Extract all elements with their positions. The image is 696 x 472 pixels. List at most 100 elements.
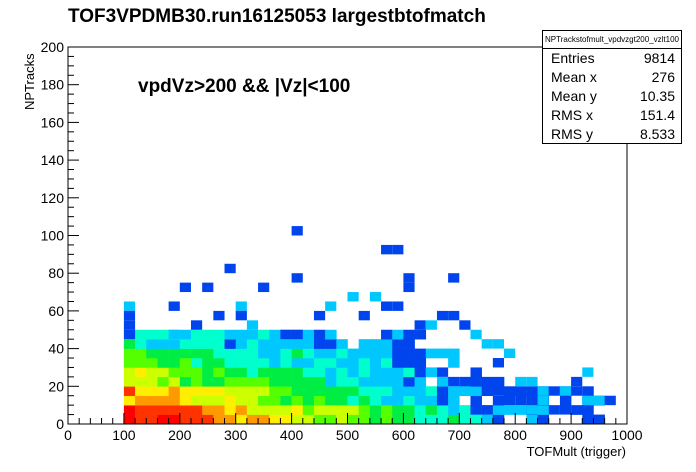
heatmap-bin xyxy=(369,395,382,406)
heatmap-bin xyxy=(123,367,136,378)
heatmap-bin xyxy=(492,405,505,415)
heatmap-bin xyxy=(369,367,382,378)
heatmap-bin xyxy=(313,367,326,378)
heatmap-bin xyxy=(224,367,236,378)
heatmap-bin xyxy=(146,376,158,387)
heatmap-bin xyxy=(325,405,337,415)
stats-value: 9814 xyxy=(643,50,675,66)
heatmap-bin xyxy=(157,329,169,340)
x-tick-label: 1000 xyxy=(611,427,642,443)
heatmap-bin xyxy=(358,367,371,378)
heatmap-bin xyxy=(280,367,292,378)
heatmap-bin xyxy=(414,395,427,406)
heatmap-bin xyxy=(481,414,494,425)
heatmap-bin xyxy=(190,386,203,397)
heatmap-bin xyxy=(571,386,583,396)
heatmap-bin xyxy=(246,376,259,387)
heatmap-bin xyxy=(336,367,348,378)
heatmap-bin xyxy=(436,405,449,415)
heatmap-bin xyxy=(269,386,281,397)
heatmap-bin xyxy=(347,405,359,415)
heatmap-bin xyxy=(336,386,348,397)
stats-histogram-name: NPTrackstofmult_vpdvzgt200_vzlt100 xyxy=(543,31,681,49)
heatmap-bin xyxy=(269,367,281,378)
stats-row: Mean x 276 xyxy=(543,68,681,87)
heatmap-bin xyxy=(190,348,203,359)
heatmap-bin xyxy=(392,367,404,378)
heatmap-bin xyxy=(235,405,248,415)
heatmap-bin xyxy=(470,395,482,406)
heatmap-bin xyxy=(269,358,281,368)
heatmap-bin xyxy=(258,386,270,397)
heatmap-bin xyxy=(202,282,214,293)
heatmap-bin xyxy=(414,348,427,359)
heatmap-bin xyxy=(392,358,404,368)
heatmap-bin xyxy=(190,358,203,368)
heatmap-bin xyxy=(392,244,404,255)
heatmap-bin xyxy=(515,376,527,387)
heatmap-bin xyxy=(448,395,460,406)
heatmap-bin xyxy=(358,405,371,415)
x-tick-label: 200 xyxy=(168,427,192,443)
heatmap-bin xyxy=(448,405,460,415)
heatmap-bin xyxy=(168,348,181,359)
heatmap-bin xyxy=(168,358,181,368)
heatmap-bin xyxy=(135,405,147,415)
heatmap-bin xyxy=(224,348,236,359)
heatmap-bin xyxy=(403,339,415,349)
heatmap-bin xyxy=(190,395,203,406)
heatmap-bin xyxy=(347,386,359,397)
heatmap-bin xyxy=(213,310,225,321)
heatmap-bin xyxy=(146,386,158,397)
heatmap-bin xyxy=(537,414,550,425)
heatmap-bin xyxy=(492,395,505,406)
heatmap-bin xyxy=(369,339,382,349)
heatmap-bin xyxy=(571,405,583,415)
heatmap-bin xyxy=(146,339,158,349)
heatmap-bin xyxy=(213,405,225,415)
heatmap-bin xyxy=(559,395,572,406)
heatmap-bin xyxy=(481,386,494,397)
heatmap-bin xyxy=(213,414,225,425)
heatmap-bin xyxy=(526,376,538,387)
heatmap-bin xyxy=(504,405,516,415)
heatmap-bin xyxy=(258,348,270,359)
heatmap-bin xyxy=(414,367,427,378)
heatmap-bin xyxy=(436,310,449,321)
heatmap-bin xyxy=(347,367,359,378)
heatmap-bin xyxy=(381,386,393,397)
heatmap-bin xyxy=(235,414,248,425)
heatmap-bin xyxy=(403,367,415,378)
y-tick-label: 180 xyxy=(41,77,65,93)
heatmap-bin xyxy=(492,358,505,368)
heatmap-bin xyxy=(414,358,426,368)
heatmap-bin xyxy=(381,367,393,378)
heatmap-bin xyxy=(157,367,169,378)
heatmap-bin xyxy=(157,358,169,368)
heatmap-bin xyxy=(336,358,348,368)
heatmap-bin xyxy=(414,386,427,397)
heatmap-bin xyxy=(381,376,393,387)
stats-label: RMS y xyxy=(551,126,593,142)
heatmap-bin xyxy=(157,348,169,359)
heatmap-bin xyxy=(492,376,505,387)
heatmap-bin xyxy=(135,376,147,387)
heatmap-bin xyxy=(213,386,225,397)
heatmap-bin xyxy=(593,395,605,406)
heatmap-bin xyxy=(448,348,460,359)
heatmap-bin xyxy=(582,395,594,406)
heatmap-bin xyxy=(436,367,449,377)
heatmap-bin xyxy=(392,348,404,359)
heatmap-bin xyxy=(470,414,482,425)
x-tick-label: 900 xyxy=(559,427,583,443)
heatmap-bin xyxy=(291,273,303,283)
heatmap-bin xyxy=(481,405,493,415)
heatmap-bin xyxy=(392,329,404,340)
heatmap-bin xyxy=(436,376,449,387)
heatmap-bin xyxy=(347,395,359,406)
heatmap-bin xyxy=(403,348,415,359)
heatmap-bin xyxy=(202,395,214,406)
heatmap-bin xyxy=(123,414,136,425)
heatmap-bin xyxy=(347,348,359,359)
heatmap-bin xyxy=(224,329,236,340)
